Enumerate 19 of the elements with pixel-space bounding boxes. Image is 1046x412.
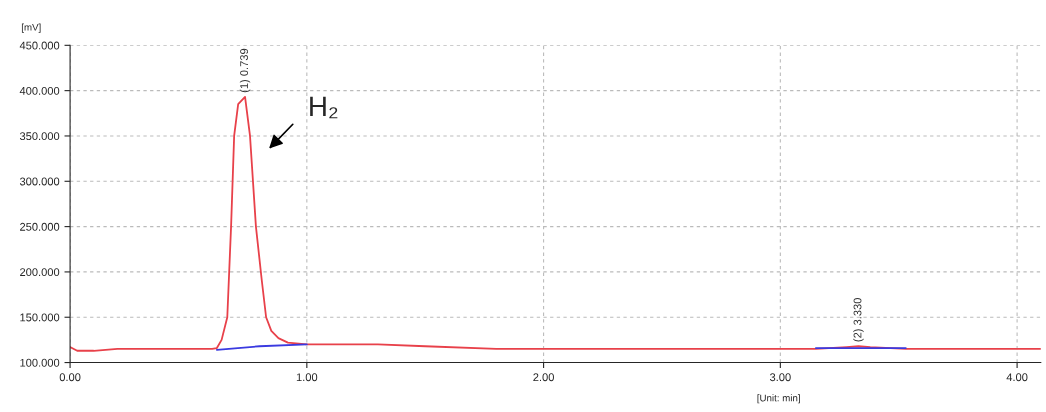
y-tick-label: 150.000 xyxy=(20,313,60,322)
y-axis-title: [mV] xyxy=(21,23,41,33)
x-tick-label: 0.00 xyxy=(59,373,81,382)
x-tick-label: 3.00 xyxy=(769,373,791,382)
line-series xyxy=(70,96,1041,352)
x-tick-label: 1.00 xyxy=(296,373,318,382)
y-tick-label: 300.000 xyxy=(19,177,60,186)
y-tick-label: 200.000 xyxy=(20,268,60,277)
x-tick-label: 4.00 xyxy=(1006,373,1028,382)
x-tick-label: 2.00 xyxy=(533,373,554,382)
annotation: (2) 3.330 xyxy=(853,298,864,342)
x-axis-title: [Unit: min] xyxy=(757,394,800,404)
y-tick-label: 450.000 xyxy=(19,41,60,50)
annotation: H₂ xyxy=(310,96,338,119)
y-tick-label: 100.000 xyxy=(20,358,60,367)
y-tick-label: 250.000 xyxy=(20,222,60,231)
annotation: (1) 0.739 xyxy=(239,48,251,93)
y-tick-label: 400.000 xyxy=(19,86,60,95)
y-tick-label: 350.000 xyxy=(19,132,60,141)
